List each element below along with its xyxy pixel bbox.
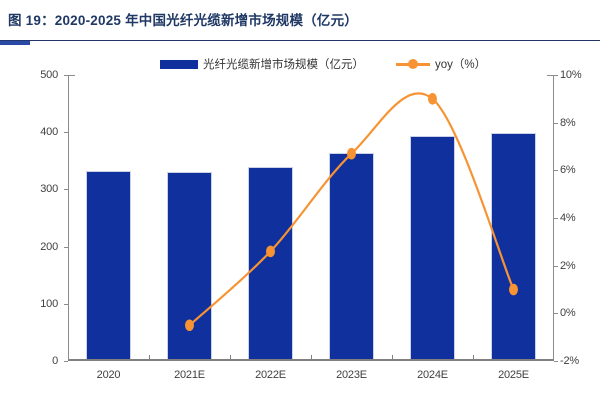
- legend-item-yoy: yoy（%）: [396, 57, 486, 71]
- right-axis-tick-label: 8%: [560, 116, 576, 129]
- plot-area: [68, 75, 554, 361]
- left-axis-tick: [64, 75, 68, 76]
- left-axis-tick-label: 400: [40, 126, 58, 139]
- legend-item-market-size: 光纤光缆新增市场规模（亿元）: [160, 57, 364, 71]
- left-axis-tick: [64, 246, 68, 248]
- x-axis-tick: [473, 355, 474, 359]
- x-axis-category-label: 2021E: [174, 369, 205, 381]
- x-axis-category-label: 2025E: [498, 369, 529, 381]
- right-axis-tick: [554, 170, 558, 172]
- figure-title: 图 19：2020-2025 年中国光纤光缆新增市场规模（亿元）: [8, 13, 358, 28]
- axis-corner-tick-left: [69, 75, 75, 76]
- x-axis-category-label: 2020: [96, 369, 121, 381]
- right-axis-tick: [554, 265, 558, 267]
- x-axis-tick: [230, 355, 231, 359]
- x-axis-category-label: 2022E: [255, 369, 286, 381]
- right-axis-tick: [554, 75, 558, 76]
- header-rule: [0, 40, 600, 41]
- header-rule-accent: [0, 41, 30, 45]
- right-axis-tick-label: 6%: [560, 164, 576, 177]
- bar-2022E: [248, 166, 293, 359]
- bar-2024E: [410, 135, 455, 359]
- bar-series-swatch: [160, 59, 198, 69]
- left-axis-tick: [64, 189, 68, 191]
- right-axis-tick-label: 4%: [560, 212, 576, 224]
- right-axis-tick-label: 2%: [560, 259, 576, 272]
- x-axis-category-label: 2023E: [336, 369, 367, 381]
- right-axis-tick: [554, 218, 558, 219]
- left-axis-tick-label: 0: [52, 355, 58, 367]
- right-axis-tick-label: 0%: [560, 307, 576, 320]
- left-axis-tick-label: 500: [40, 69, 58, 81]
- right-axis-tick: [554, 122, 558, 124]
- legend-label-market-size: 光纤光缆新增市场规模（亿元）: [203, 59, 364, 71]
- left-axis-tick-label: 200: [40, 240, 58, 253]
- legend-label-yoy: yoy（%）: [435, 59, 487, 71]
- right-axis-tick: [554, 313, 558, 315]
- bar-2021E: [167, 172, 212, 359]
- bar-2023E: [329, 153, 374, 359]
- x-axis-tick: [392, 355, 393, 359]
- x-axis-tick: [311, 355, 312, 359]
- right-axis-tick: [554, 361, 558, 362]
- left-axis-tick: [64, 132, 68, 134]
- axis-corner-tick-right: [547, 75, 553, 76]
- left-axis-tick-label: 100: [40, 297, 58, 310]
- left-axis-tick: [64, 303, 68, 305]
- right-axis-tick-label: -2%: [560, 355, 579, 367]
- x-axis-category-label: 2024E: [417, 369, 448, 381]
- right-axis-tick-label: 10%: [560, 69, 582, 81]
- x-axis-tick: [149, 355, 150, 359]
- bar-2020: [86, 170, 131, 359]
- bar-2025E: [491, 133, 536, 359]
- left-axis-tick: [64, 361, 68, 362]
- left-axis-tick-label: 300: [40, 183, 58, 196]
- line-series-marker-swatch: [408, 59, 418, 69]
- line-series-swatch: [396, 59, 430, 69]
